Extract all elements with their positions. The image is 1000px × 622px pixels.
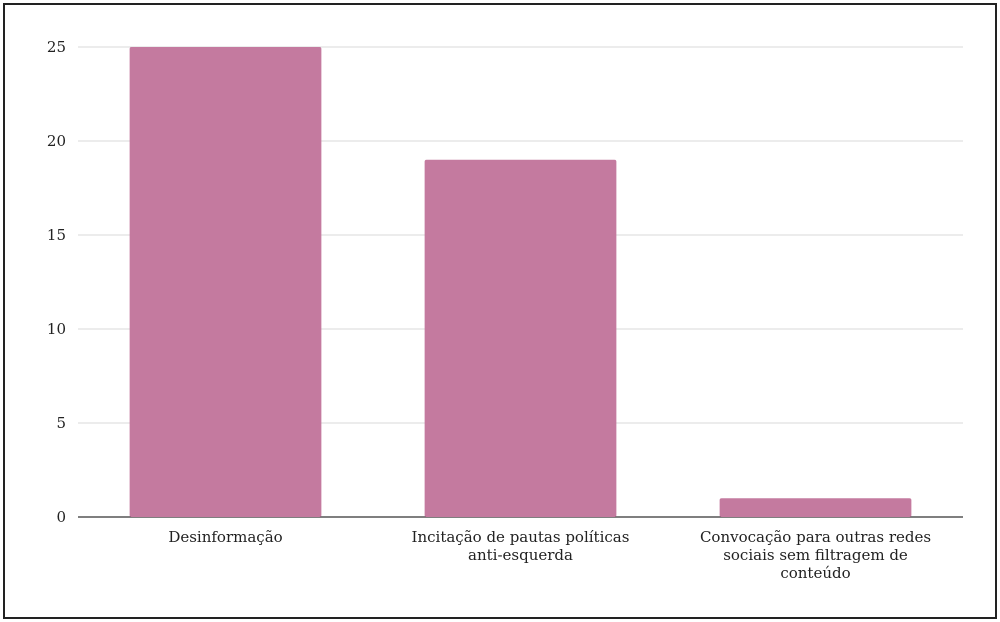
x-category-label: Incitação de pautas políticas anti-esquer… [412,528,630,564]
y-tick-label: 10 [47,320,66,338]
y-axis-ticks: 0 5 10 15 20 25 [47,38,66,526]
y-tick-label: 5 [56,414,66,432]
y-tick-label: 25 [47,38,66,56]
x-category-label: Convocação para outras redes sociais sem … [700,528,931,582]
bar [129,47,322,517]
bar [719,498,912,517]
y-tick-label: 15 [47,226,66,244]
bars [129,47,912,518]
y-tick-label: 0 [56,508,66,526]
y-tick-label: 20 [47,132,66,150]
x-axis-labels: Desinformação Incitação de pautas polític… [168,528,931,582]
x-category-label: Desinformação [168,528,282,546]
bar [424,159,617,518]
